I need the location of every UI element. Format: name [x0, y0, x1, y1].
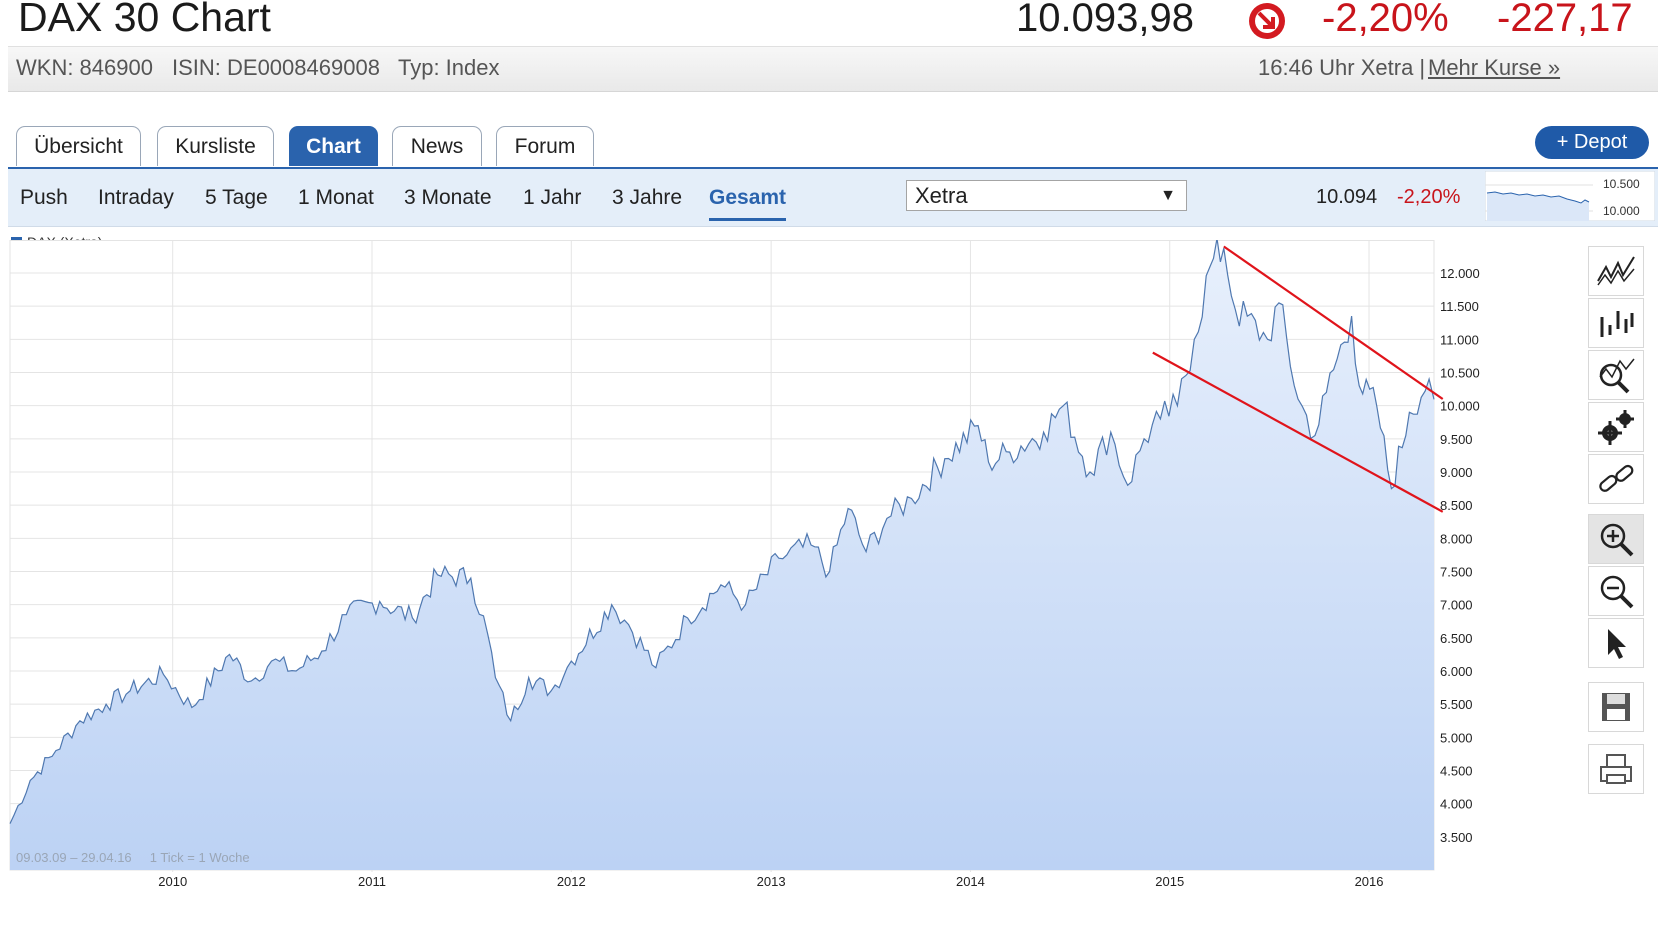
range-5-tage[interactable]: 5 Tage [205, 186, 268, 209]
x-tick-label: 2015 [1155, 874, 1184, 889]
range-3-monate[interactable]: 3 Monate [404, 186, 492, 209]
instrument-info-bar: WKN: 846900 ISIN: DE0008469008 Typ: Inde… [8, 46, 1658, 92]
page-title: DAX 30 Chart [18, 0, 271, 40]
index-price: 10.093,98 [1016, 0, 1194, 40]
tab-uebersicht[interactable]: Übersicht [16, 126, 141, 166]
y-tick-label: 6.500 [1440, 631, 1473, 646]
y-axis: 3.500 4.000 4.500 5.000 5.500 6.000 6.500 7.000… [1440, 266, 1480, 845]
save-icon [1602, 693, 1630, 721]
x-tick-label: 2013 [757, 874, 786, 889]
y-tick-label: 8.000 [1440, 531, 1473, 546]
ohlc-chart-button[interactable] [1588, 298, 1644, 348]
add-depot-button[interactable]: + Depot [1535, 126, 1649, 159]
range-push[interactable]: Push [20, 186, 68, 209]
quote-percent: -2,20% [1397, 186, 1461, 208]
link-icon [1599, 464, 1634, 492]
zoom-in-button[interactable] [1588, 514, 1644, 564]
save-button[interactable] [1588, 682, 1644, 732]
y-tick-label: 4.500 [1440, 764, 1473, 779]
indicator-icon [1599, 358, 1635, 394]
y-tick-label: 10.500 [1440, 366, 1480, 381]
y-tick-label: 7.500 [1440, 565, 1473, 580]
y-tick-label: 6.000 [1440, 664, 1473, 679]
indicator-button[interactable] [1588, 350, 1644, 400]
price-chart[interactable]: 3.500 4.000 4.500 5.000 5.500 6.000 6.500 7.000… [0, 240, 1580, 947]
y-tick-label: 10.000 [1440, 399, 1480, 414]
x-axis: 2010 2011 2012 2013 2014 2015 2016 [158, 874, 1383, 889]
zoom-out-icon [1600, 575, 1634, 609]
mini-chart-low: 10.000 [1603, 204, 1640, 218]
trendline [1223, 245, 1444, 400]
range-gesamt[interactable]: Gesamt [709, 186, 787, 221]
tab-news[interactable]: News [392, 126, 482, 166]
zoom-in-icon [1600, 523, 1634, 557]
range-3-jahre[interactable]: 3 Jahre [612, 186, 683, 209]
y-tick-label: 12.000 [1440, 266, 1480, 281]
price-area [10, 240, 1434, 870]
range-bar: Push Intraday 5 Tage 1 Monat 3 Monate 1 … [8, 167, 1658, 227]
tab-chart[interactable]: Chart [289, 126, 378, 166]
x-tick-label: 2016 [1355, 874, 1384, 889]
print-button[interactable] [1588, 744, 1644, 794]
ohlc-chart-icon [1600, 311, 1634, 337]
x-tick-label: 2011 [358, 874, 386, 889]
isin-label: ISIN: DE0008469008 [172, 55, 380, 80]
quote-last: 10.094 [1316, 186, 1378, 208]
more-quotes-link[interactable]: Mehr Kurse » [1428, 55, 1561, 80]
y-tick-label: 3.500 [1440, 830, 1473, 845]
time-exchange-label: 16:46 Uhr Xetra | [1258, 55, 1426, 80]
y-tick-label: 5.500 [1440, 697, 1473, 712]
link-button[interactable] [1588, 454, 1644, 504]
pointer-button[interactable] [1588, 618, 1644, 668]
tab-forum[interactable]: Forum [496, 126, 594, 166]
change-percent: -2,20% [1322, 0, 1449, 40]
settings-icon [1598, 410, 1634, 445]
exchange-select-value: Xetra [915, 183, 968, 208]
x-tick-label: 2012 [557, 874, 586, 889]
tab-kursliste[interactable]: Kursliste [157, 126, 274, 166]
trendline [1152, 351, 1444, 513]
y-tick-label: 11.500 [1440, 299, 1479, 314]
arrow-down-icon [1249, 3, 1285, 39]
chart-footer-note: 09.03.09 – 29.04.16 1 Tick = 1 Woche [16, 850, 250, 865]
x-tick-label: 2010 [158, 874, 187, 889]
range-intraday[interactable]: Intraday [98, 186, 174, 209]
zoom-out-button[interactable] [1588, 566, 1644, 616]
x-tick-label: 2014 [956, 874, 985, 889]
mini-chart[interactable]: 10.500 10.000 [1485, 171, 1655, 221]
y-tick-label: 8.500 [1440, 498, 1473, 513]
mini-chart-high: 10.500 [1603, 177, 1640, 191]
type-label: Typ: Index [398, 55, 500, 80]
exchange-select[interactable]: Xetra ▼ [906, 180, 1187, 211]
y-tick-label: 9.500 [1440, 432, 1473, 447]
settings-button[interactable] [1588, 402, 1644, 452]
range-1-jahr[interactable]: 1 Jahr [523, 186, 582, 209]
trendlines [1152, 245, 1444, 513]
y-tick-label: 9.000 [1440, 465, 1473, 480]
change-absolute: -227,17 [1497, 0, 1633, 40]
wkn-label: WKN: 846900 [16, 55, 153, 80]
y-tick-label: 5.000 [1440, 730, 1473, 745]
line-chart-icon [1597, 256, 1635, 286]
range-1-monat[interactable]: 1 Monat [298, 186, 374, 209]
print-icon [1600, 754, 1632, 784]
y-tick-label: 11.000 [1440, 332, 1479, 347]
line-chart-button[interactable] [1588, 246, 1644, 296]
y-tick-label: 4.000 [1440, 797, 1473, 812]
price-line [9, 240, 1435, 824]
pointer-icon [1608, 629, 1626, 659]
dropdown-arrow-icon: ▼ [1160, 187, 1176, 204]
y-tick-label: 7.000 [1440, 598, 1473, 613]
